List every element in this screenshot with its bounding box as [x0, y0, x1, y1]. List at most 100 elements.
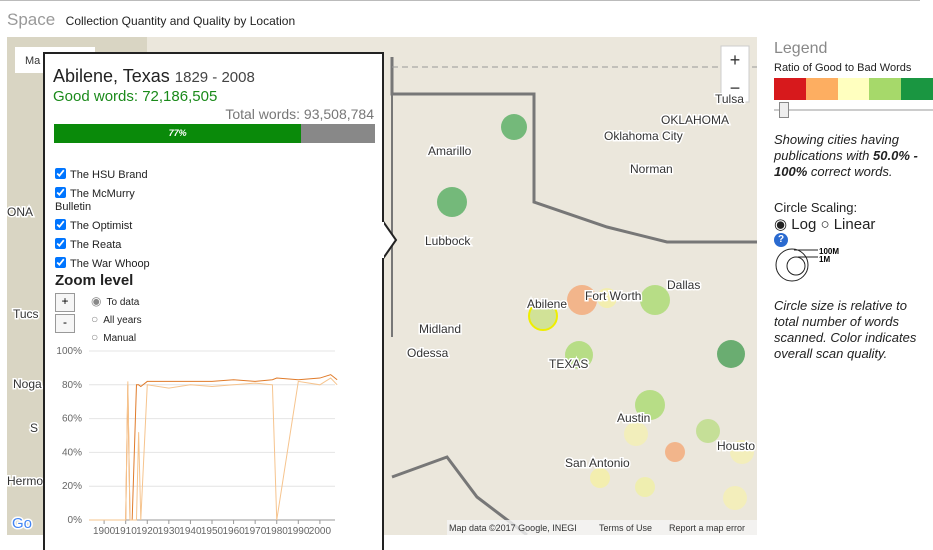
scale-title: Ratio of Good to Bad Words: [774, 62, 912, 74]
radio: ◉: [91, 294, 102, 308]
map-label: Noga: [13, 377, 42, 391]
y-tick-label: 20%: [62, 481, 82, 492]
percent-label: 77%: [168, 128, 187, 138]
checkbox[interactable]: [55, 168, 66, 179]
legend-title: Legend: [774, 40, 828, 57]
map-label: Austin: [617, 411, 650, 425]
good-words: Good words: 72,186,505: [53, 88, 218, 105]
y-tick-label: 0%: [68, 515, 83, 526]
radio-option[interactable]: ◉ To data: [91, 294, 142, 312]
map-label: S: [30, 421, 38, 435]
map-label: OKLAHOMA: [661, 113, 729, 127]
color-scale: [774, 78, 933, 100]
map-label: Tulsa: [715, 92, 744, 106]
swatch: [805, 78, 838, 100]
map-label: Amarillo: [428, 144, 472, 158]
map-label: Lubbock: [425, 234, 471, 248]
header: Space Collection Quantity and Quality by…: [7, 10, 295, 30]
map-label: TEXAS: [549, 357, 588, 371]
publication: The HSU Brand: [55, 168, 165, 182]
y-tick-label: 60%: [62, 414, 82, 425]
zoom-controls: + −: [720, 45, 750, 103]
zoom-minus[interactable]: -: [55, 314, 75, 333]
y-tick-label: 40%: [62, 447, 82, 458]
city-circles[interactable]: [437, 114, 754, 510]
zoom-in[interactable]: +: [728, 49, 742, 72]
publications: The HSU Brand The McMurry Bulletin The Opt…: [55, 168, 165, 276]
log[interactable]: Log: [791, 216, 817, 233]
map-type-label: Ma: [25, 55, 41, 67]
x-tick-label: 1900: [93, 526, 116, 537]
map-label: Fort Worth: [585, 289, 641, 303]
circle-scaling: Circle Scaling:: [774, 200, 858, 215]
publication-name: The Optimist: [70, 220, 133, 232]
subtitle: Collection Quantity and Quality by Locat…: [65, 14, 296, 28]
title: Space: [7, 10, 56, 29]
map-label: Odessa: [407, 346, 449, 360]
checkbox[interactable]: [55, 219, 66, 230]
linear[interactable]: Linear: [833, 216, 876, 233]
map-label: Dallas: [667, 278, 700, 292]
scaling-options: ◉ Log ○ Linear: [774, 216, 876, 233]
report[interactable]: Report a map error: [669, 523, 745, 533]
publication: The McMurry Bulletin: [55, 187, 165, 214]
info-popup: Abilene, Texas 1829 - 2008 Good words: 7…: [43, 52, 384, 550]
map-label: Midland: [419, 322, 461, 336]
publication-name: The War Whoop: [70, 258, 150, 270]
showing-range: 50.0% - 100%: [774, 148, 918, 179]
showing-post: correct words.: [810, 164, 893, 179]
x-tick-label: 1990: [287, 526, 310, 537]
x-tick-label: 1960: [222, 526, 245, 537]
quality-fill: 77%: [54, 124, 302, 143]
zoom-out[interactable]: −: [728, 77, 742, 100]
radio: ○: [91, 312, 99, 326]
x-tick-label: 2000: [309, 526, 332, 537]
quality-bar: 77%: [54, 124, 375, 143]
y-tick-label: 100%: [56, 346, 82, 357]
map-label: ONA: [7, 205, 33, 219]
help[interactable]: ?: [774, 233, 788, 247]
y-tick-label: 80%: [62, 380, 82, 391]
years: 1829 - 2008: [174, 69, 255, 86]
google-logo: Go: [12, 515, 32, 532]
publication-name: The McMurry Bulletin: [55, 188, 135, 213]
radio-option[interactable]: ○ All years: [91, 312, 142, 330]
map-label: Norman: [630, 162, 673, 176]
swatch: [774, 78, 806, 100]
map-label: Tucs: [13, 307, 39, 321]
checkbox[interactable]: [55, 238, 66, 249]
radio: ○: [91, 330, 99, 344]
size-note: Circle size is relative to total number …: [774, 298, 917, 361]
total-words: Total words: 93,508,784: [225, 106, 374, 122]
radio-label: All years: [103, 315, 142, 326]
x-tick-label: 1980: [266, 526, 289, 537]
radio-option[interactable]: ○ Manual: [91, 330, 142, 348]
showing-note: Showing cities having publications with …: [774, 132, 933, 180]
swatch: [837, 78, 870, 100]
radio-label: Manual: [103, 333, 137, 344]
popup-heading: Abilene, Texas 1829 - 2008: [53, 66, 255, 87]
x-tick-label: 1970: [244, 526, 267, 537]
top-rule: [0, 0, 920, 1]
publication: The Reata: [55, 238, 165, 252]
popup-arrow: [382, 220, 398, 260]
zoom-plus[interactable]: +: [55, 293, 75, 312]
border: [391, 455, 528, 535]
map-label: Abilene: [527, 297, 567, 311]
checkbox[interactable]: [55, 187, 66, 198]
map-label: Housto: [717, 439, 755, 453]
radio-label: To data: [106, 297, 140, 308]
city: Abilene, Texas: [53, 66, 170, 86]
x-tick-label: 1950: [201, 526, 224, 537]
map-label: Hermo: [7, 474, 43, 488]
swatch: [869, 78, 902, 100]
footer-bg: [447, 520, 757, 535]
size-big: 100M: [819, 247, 839, 256]
chart: 0%20%40%60%80%100%1900 1910 1920 1930 1940 19…: [56, 346, 338, 537]
swatch: [901, 78, 933, 100]
slider[interactable]: [774, 100, 933, 118]
terms[interactable]: Terms of Use: [599, 523, 652, 533]
checkbox[interactable]: [55, 257, 66, 268]
